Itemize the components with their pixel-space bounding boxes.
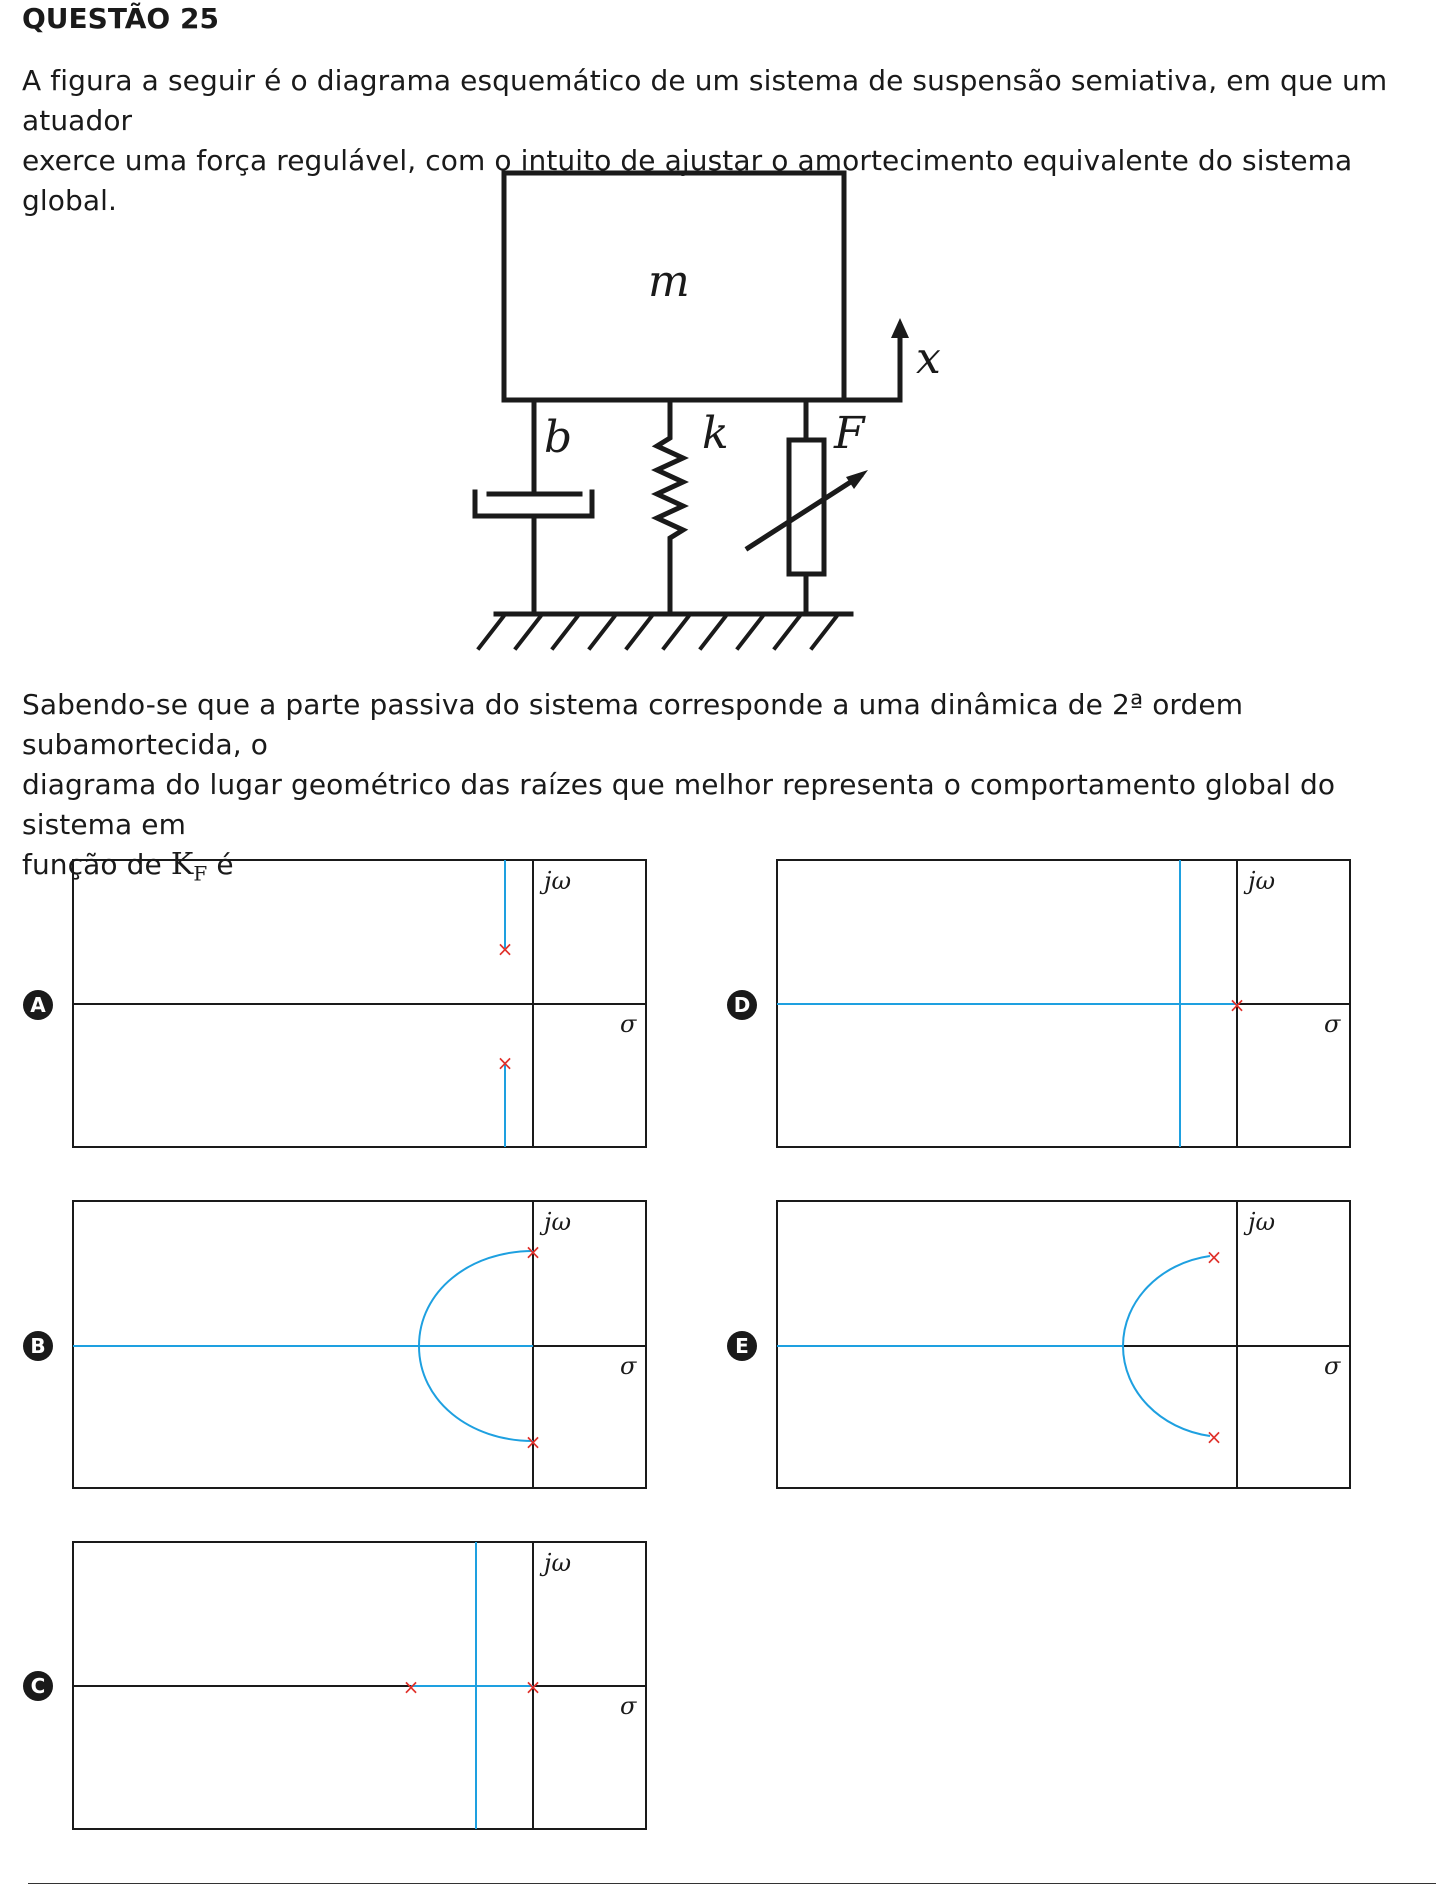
option-e-badge (727, 1331, 757, 1361)
real-axis-label: σ (1324, 1010, 1341, 1038)
k-subscript: F (193, 861, 208, 886)
actuator-label: F (833, 408, 866, 459)
question-line-3: função de KF é (22, 845, 1434, 894)
spring (651, 397, 689, 617)
option-b-letter: B (30, 1334, 45, 1358)
option-d-badge (727, 990, 757, 1020)
displacement-label: x (916, 333, 941, 384)
question-title: QUESTÃO 25 (22, 2, 219, 35)
bottom-divider (28, 1883, 1436, 1884)
imaginary-axis-label: jω (539, 1549, 571, 1577)
option-c-badge (23, 1671, 53, 1701)
real-axis-label: σ (620, 1010, 637, 1038)
option-a-badge (23, 990, 53, 1020)
question-paragraph: Sabendo-se que a parte passiva do sistem… (22, 685, 1434, 894)
displacement-line (841, 331, 903, 403)
imaginary-axis-label: jω (1243, 1208, 1275, 1236)
pole-marker: × (403, 1675, 420, 1699)
damper-label: b (544, 412, 572, 463)
option-e-letter: E (735, 1334, 749, 1358)
option-d-letter: D (734, 993, 751, 1017)
option-a-letter: A (30, 993, 46, 1017)
question-line-3-suffix: é (207, 848, 234, 881)
intro-line-2: exerce uma força regulável, com o intuit… (22, 144, 1353, 217)
plot-frame (776, 1200, 1351, 1489)
option-b[interactable]: B × × jω σ (0, 1181, 720, 1501)
pole-marker: × (497, 937, 514, 961)
pole-marker: × (525, 1240, 542, 1264)
option-b-badge (23, 1331, 53, 1361)
intro-line-1: A figura a seguir é o diagrama esquemáti… (22, 64, 1388, 137)
actuator-arrow-head (846, 470, 868, 489)
real-axis-label: σ (620, 1692, 637, 1720)
option-c-letter: C (31, 1674, 46, 1698)
real-axis-label: σ (1324, 1352, 1341, 1380)
ground-hatching (476, 614, 839, 651)
intro-paragraph: A figura a seguir é o diagrama esquemáti… (22, 61, 1432, 221)
option-d[interactable]: D × jω σ (720, 840, 1440, 1160)
k-symbol: K (170, 847, 194, 882)
locus-arc (417, 1250, 534, 1442)
option-c[interactable]: C × × jω σ (0, 1522, 720, 1842)
pole-marker: × (1229, 993, 1246, 1017)
mass-block (501, 170, 847, 403)
question-line-3-prefix: função de (22, 848, 171, 881)
actuator-body (786, 437, 827, 577)
displacement-arrow-head (891, 318, 909, 338)
pole-marker: × (525, 1430, 542, 1454)
mass-label: m (648, 256, 690, 307)
imaginary-axis-label: jω (539, 867, 571, 895)
imaginary-axis-label: jω (1243, 867, 1275, 895)
option-e[interactable]: E × × jω σ (720, 1181, 1440, 1501)
imaginary-axis-label: jω (539, 1208, 571, 1236)
locus-arc (1121, 1255, 1211, 1437)
question-line-2: diagrama do lugar geométrico das raízes … (22, 768, 1336, 841)
question-line-1: Sabendo-se que a parte passiva do sistem… (22, 688, 1244, 761)
spring-label: k (702, 408, 729, 459)
plot-frame (72, 1200, 647, 1489)
pole-marker: × (1206, 1425, 1223, 1449)
pole-marker: × (497, 1051, 514, 1075)
pole-marker: × (1206, 1245, 1223, 1269)
real-axis-label: σ (620, 1352, 637, 1380)
option-a[interactable]: A × × jω σ (0, 840, 720, 1160)
suspension-schematic: m x b k F (472, 170, 941, 651)
adjustable-arrow (744, 472, 864, 552)
pole-marker: × (525, 1675, 542, 1699)
